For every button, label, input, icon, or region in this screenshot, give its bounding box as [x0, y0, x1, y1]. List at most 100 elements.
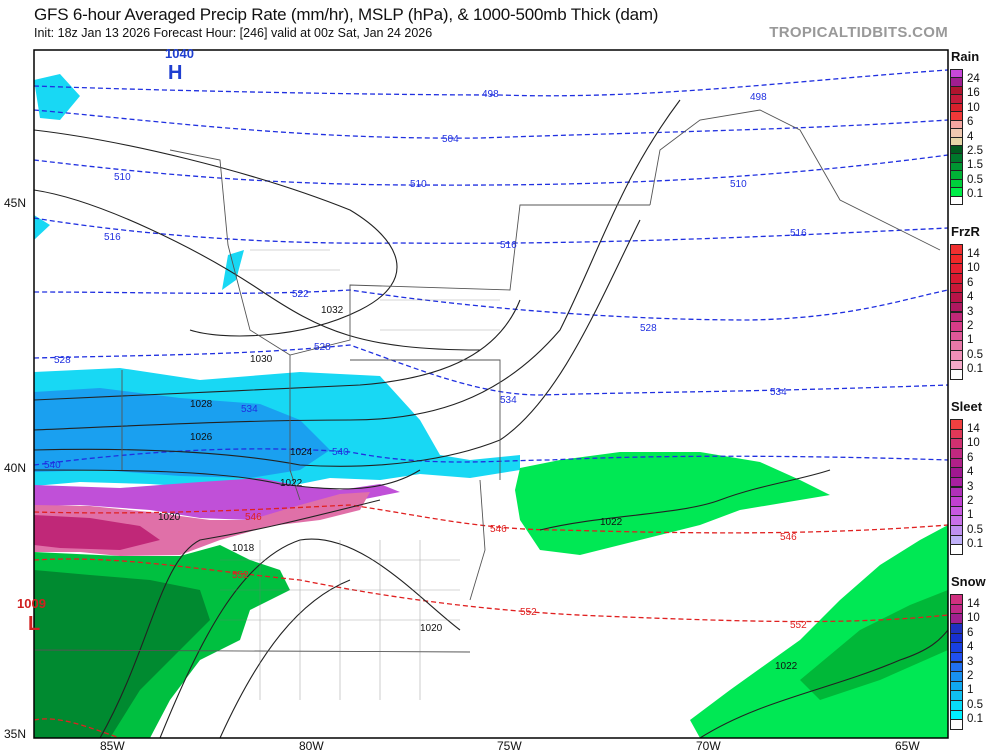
legend-tick-label: 10	[967, 437, 980, 450]
legend-swatch	[950, 719, 963, 730]
legend-tick-label: 10	[967, 101, 980, 114]
legend-tick-label: 1	[967, 334, 974, 347]
thickness-label: 552	[520, 607, 537, 618]
legend-tick-label: 3	[967, 655, 974, 668]
legend-tick-label: 10	[967, 612, 980, 625]
sleet-region	[34, 478, 400, 520]
lat-label: 40N	[4, 461, 27, 475]
snow-region-northwest	[34, 74, 244, 290]
legend-tick-label: 1	[967, 684, 974, 697]
legend-tick-label: 16	[967, 87, 980, 100]
freezing-rain-heavy	[34, 515, 160, 550]
thickness-label: 528	[314, 342, 331, 353]
legend-tick-label: 1	[967, 509, 974, 522]
legend-tick-label: 14	[967, 598, 980, 610]
thickness-labels-cold: 498 498 504 510 510 510 516 516 516 522 …	[44, 89, 807, 471]
thickness-label: 516	[790, 228, 807, 239]
lat-label: 45N	[4, 196, 27, 210]
lon-label: 65W	[895, 739, 920, 753]
legend-tick-label: 6	[967, 626, 974, 639]
lon-label: 75W	[497, 739, 522, 753]
thickness-label: 546	[245, 512, 262, 523]
thickness-label: 534	[500, 395, 517, 406]
lon-label: 80W	[299, 739, 324, 753]
political-boundaries	[34, 109, 941, 653]
legend-tick-label: 0.1	[967, 713, 983, 725]
thickness-label: 546	[490, 524, 507, 535]
legend-tick-label: 2	[967, 319, 974, 332]
legend-tick-label: 0.5	[967, 698, 983, 711]
legend-title: FrzR	[951, 224, 980, 239]
thickness-label: 552	[232, 570, 249, 581]
thickness-label: 534	[241, 404, 258, 415]
thickness-label: 498	[750, 92, 767, 103]
high-pressure-symbol: H	[168, 62, 182, 84]
isobar-label: 1028	[190, 399, 213, 410]
thickness-label: 510	[410, 179, 427, 190]
legend-title: Snow	[951, 574, 986, 589]
thickness-labels-warm: 546 546 546 552 552 552	[232, 512, 807, 631]
isobar-label: 1022	[775, 661, 798, 672]
thickness-label: 528	[640, 323, 657, 334]
isobar-label: 1020	[158, 512, 181, 523]
map-frame	[33, 49, 949, 739]
lon-label: 70W	[696, 739, 721, 753]
legend-swatch	[950, 544, 963, 555]
legend-tick-label: 3	[967, 480, 974, 493]
isobar-labels: 1032 1030 1028 1026 1024 1022 1020 1018 …	[158, 305, 798, 672]
thickness-label: 522	[292, 289, 309, 300]
legend-tick-label: 6	[967, 116, 974, 129]
isobar-label: 1022	[600, 517, 623, 528]
legend-tick-label: 0.5	[967, 173, 983, 186]
legend-tick-label: 3	[967, 305, 974, 318]
legend-title: Rain	[951, 49, 980, 64]
legend-tick-label: 0.5	[967, 523, 983, 536]
snow-region-heavy	[34, 388, 330, 478]
legend-tick-label: 4	[967, 291, 974, 304]
legend-tick-label: 2	[967, 494, 974, 507]
low-pressure-value: 1009	[17, 596, 46, 611]
low-pressure-symbol: L	[28, 613, 40, 635]
legend-tick-label: 0.1	[967, 538, 983, 550]
thickness-label: 540	[44, 460, 61, 471]
legend-tick-label: 6	[967, 451, 974, 464]
thickness-label: 516	[104, 232, 121, 243]
legend-tick-label: 0.1	[967, 188, 983, 200]
legend-tick-label: 1.5	[967, 159, 983, 172]
thickness-label: 534	[770, 387, 787, 398]
thickness-label: 510	[730, 179, 747, 190]
legend-tick-label: 2	[967, 669, 974, 682]
high-pressure-value: 1040	[165, 46, 194, 61]
legend-tick-label: 14	[967, 248, 980, 260]
rain-region-southwest-heavy	[34, 570, 210, 738]
legend-swatch	[950, 195, 963, 205]
legend-tick-label: 4	[967, 641, 974, 654]
rain-region-southeast	[690, 525, 948, 738]
legend-snow: Snow 14 10 6 4 3 2 1 0.5 0.1	[950, 574, 1000, 730]
legend-tick-label: 0.1	[967, 363, 983, 375]
map-subtitle: Init: 18z Jan 13 2026 Forecast Hour: [24…	[34, 26, 433, 40]
isobar-label: 1024	[290, 447, 313, 458]
rain-region-atlantic	[515, 452, 830, 555]
brand-logo-text: TROPICALTIDBITS.COM	[769, 24, 948, 41]
thickness-contours-warm	[34, 504, 948, 738]
legend-sleet: Sleet 14 10 6 4 3 2 1 0.5 0.1	[950, 399, 1000, 555]
thickness-contours-cold	[34, 69, 948, 466]
legend-tick-label: 6	[967, 276, 974, 289]
isobar-label: 1030	[250, 354, 273, 365]
legend-tick-label: 24	[967, 73, 980, 85]
legend-tick-label: 2.5	[967, 144, 983, 157]
legend-tick-label: 4	[967, 466, 974, 479]
legend-freezing-rain: FrzR 14 10 6 4 3 2 1 0.5 0.1	[950, 224, 1000, 380]
legend-swatch	[950, 369, 963, 380]
thickness-label: 540	[332, 447, 349, 458]
lat-label: 35N	[4, 727, 27, 741]
thickness-label: 552	[790, 620, 807, 631]
thickness-label: 516	[500, 240, 517, 251]
rain-region-southeast-core	[800, 590, 948, 700]
legend-tick-label: 10	[967, 262, 980, 275]
isobar-label: 1032	[321, 305, 344, 316]
legend-tick-label: 14	[967, 423, 980, 435]
